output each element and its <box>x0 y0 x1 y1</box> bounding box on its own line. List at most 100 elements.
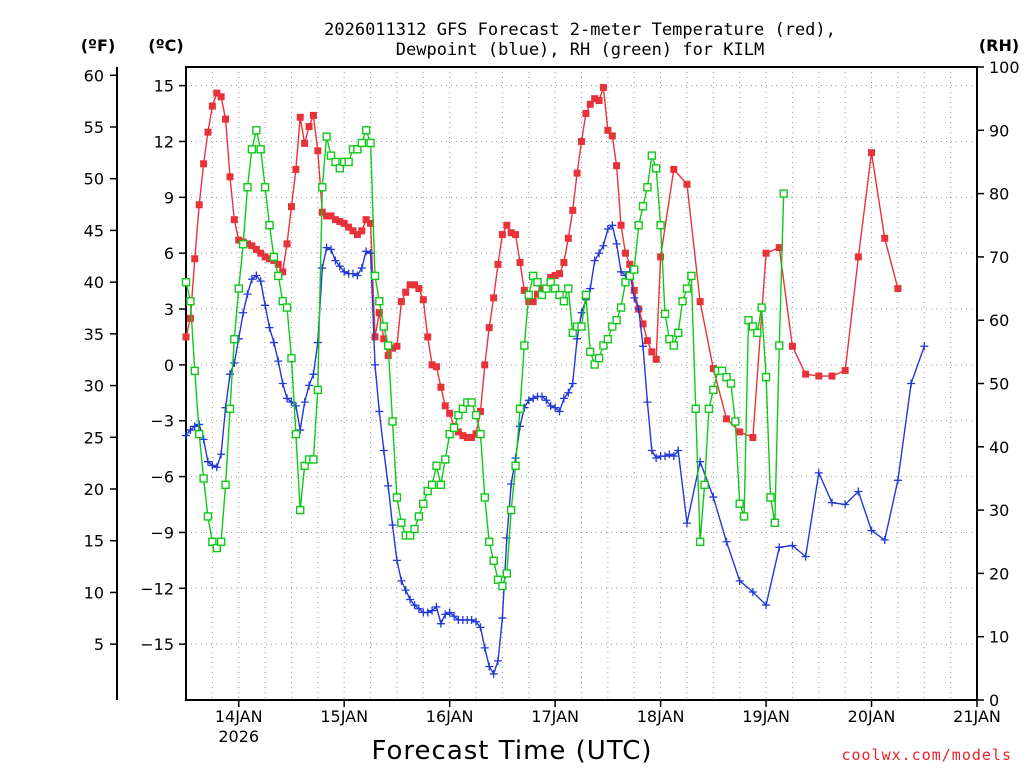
data-point-rh <box>203 512 213 521</box>
data-point-dewpoint <box>406 595 415 604</box>
data-point-rh <box>489 556 498 565</box>
fahrenheit-tick-label: 20 <box>84 480 104 499</box>
data-point-2-meter-temperature <box>406 281 414 289</box>
data-point-rh <box>586 347 595 357</box>
data-point-2-meter-temperature <box>560 258 568 266</box>
data-point-2-meter-temperature <box>648 348 656 356</box>
data-point-rh <box>269 252 279 262</box>
data-point-2-meter-temperature <box>186 314 194 322</box>
data-point-2-meter-temperature <box>472 430 480 438</box>
data-point-rh <box>405 531 415 540</box>
data-point-2-meter-temperature <box>371 333 379 341</box>
data-point-dewpoint <box>880 535 889 544</box>
celsius-tick-label: −6 <box>150 468 174 487</box>
data-point-rh <box>493 575 503 584</box>
data-point-dewpoint <box>537 392 546 401</box>
data-point-rh <box>594 353 604 363</box>
data-point-rh <box>260 183 270 192</box>
data-point-2-meter-temperature <box>485 324 493 332</box>
data-point-rh <box>709 385 718 395</box>
data-point-2-meter-temperature <box>551 272 559 280</box>
data-point-dewpoint <box>762 601 771 610</box>
data-point-rh <box>682 284 692 293</box>
data-point-dewpoint <box>867 526 876 535</box>
chart-title-line-2: Dewpoint (blue), RH (green) for KILM <box>396 40 764 60</box>
data-point-2-meter-temperature <box>573 169 581 177</box>
data-point-rh <box>660 309 670 319</box>
rh-tick-label: 50 <box>989 375 1009 394</box>
data-point-dewpoint <box>392 556 401 565</box>
data-point-dewpoint <box>370 360 379 369</box>
data-point-dewpoint <box>388 520 397 529</box>
data-point-dewpoint <box>529 394 538 403</box>
data-point-2-meter-temperature <box>309 111 317 119</box>
data-point-2-meter-temperature <box>446 409 454 417</box>
data-point-dewpoint <box>313 338 322 347</box>
data-point-dewpoint <box>283 394 292 403</box>
data-point-dewpoint <box>559 394 568 403</box>
data-point-2-meter-temperature <box>252 245 260 253</box>
data-point-2-meter-temperature <box>564 234 572 242</box>
data-point-dewpoint <box>516 422 525 431</box>
data-point-dewpoint <box>652 453 661 462</box>
data-point-2-meter-temperature <box>279 268 287 276</box>
data-point-dewpoint <box>186 426 195 435</box>
data-point-2-meter-temperature <box>274 260 282 268</box>
data-point-rh <box>485 537 494 546</box>
data-point-dewpoint <box>362 247 371 256</box>
data-point-rh <box>528 271 538 281</box>
data-point-dewpoint <box>551 403 560 412</box>
data-point-rh <box>735 499 744 508</box>
data-point-2-meter-temperature <box>301 139 309 147</box>
data-point-dewpoint <box>841 500 850 509</box>
x-tick-label: 17JAN <box>531 707 579 726</box>
fahrenheit-tick-label: 5 <box>94 635 104 654</box>
data-point-dewpoint <box>335 262 344 271</box>
data-point-2-meter-temperature <box>643 337 651 345</box>
data-point-rh <box>625 271 635 281</box>
data-point-2-meter-temperature <box>411 281 419 289</box>
data-point-rh <box>238 240 248 249</box>
data-point-dewpoint <box>524 396 533 405</box>
data-point-2-meter-temperature <box>331 216 339 224</box>
data-point-rh <box>581 290 591 300</box>
data-point-rh <box>502 569 512 578</box>
data-point-dewpoint <box>748 588 757 597</box>
data-point-dewpoint <box>353 271 362 280</box>
data-point-dewpoint <box>445 608 454 617</box>
data-point-2-meter-temperature <box>815 372 823 380</box>
data-point-rh <box>647 151 657 160</box>
data-point-2-meter-temperature <box>608 132 616 140</box>
data-point-rh <box>243 183 252 192</box>
data-point-dewpoint <box>261 301 270 310</box>
data-point-2-meter-temperature <box>367 219 375 227</box>
data-point-dewpoint <box>247 275 256 284</box>
celsius-tick-label: 15 <box>154 77 174 96</box>
data-point-2-meter-temperature <box>428 361 436 369</box>
data-point-dewpoint <box>182 431 190 440</box>
data-point-rh <box>252 126 261 135</box>
x-tick-label: 20JAN <box>848 707 896 726</box>
data-point-dewpoint <box>893 476 902 485</box>
data-point-rh <box>608 322 617 331</box>
data-point-2-meter-temperature <box>441 402 449 410</box>
data-point-rh <box>357 138 367 148</box>
data-point-2-meter-temperature <box>657 253 665 261</box>
data-point-2-meter-temperature <box>314 147 322 155</box>
data-point-2-meter-temperature <box>481 361 489 369</box>
data-point-dewpoint <box>243 290 252 299</box>
data-point-dewpoint <box>480 643 489 652</box>
data-point-rh <box>216 537 226 546</box>
data-point-rh <box>634 221 643 230</box>
data-point-rh <box>766 493 775 502</box>
data-point-rh <box>467 398 476 407</box>
data-point-dewpoint <box>340 267 349 276</box>
data-point-2-meter-temperature <box>868 149 876 157</box>
data-point-rh <box>309 455 318 464</box>
data-point-rh <box>256 145 265 154</box>
data-point-2-meter-temperature <box>353 231 361 239</box>
data-point-dewpoint <box>608 221 617 230</box>
data-point-2-meter-temperature <box>257 249 265 257</box>
data-point-rh <box>665 334 674 344</box>
data-point-dewpoint <box>212 463 221 472</box>
